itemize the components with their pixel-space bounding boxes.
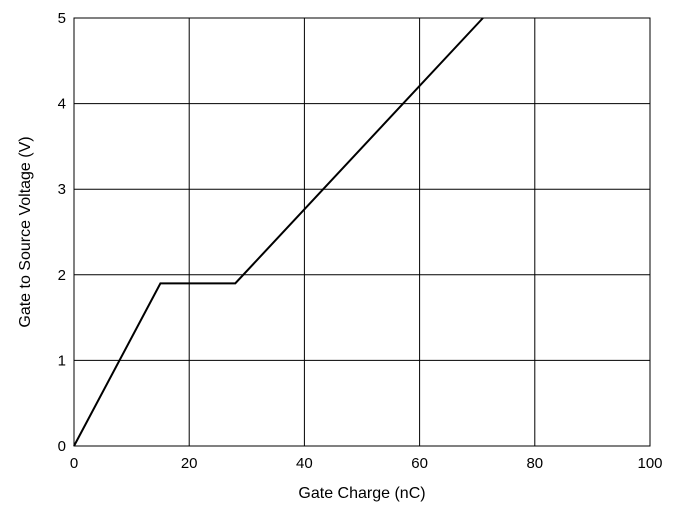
grid-lines xyxy=(73,17,651,447)
y-axis-label: Gate to Source Voltage (V) xyxy=(17,136,34,327)
series-line-1 xyxy=(73,17,484,447)
x-tick-label: 20 xyxy=(181,455,198,472)
y-tick-label: 1 xyxy=(58,352,66,369)
plot-frame xyxy=(73,17,651,447)
y-tick-label: 0 xyxy=(58,438,66,455)
y-tick-label: 2 xyxy=(58,267,66,284)
x-axis-label: Gate Charge (nC) xyxy=(298,485,425,502)
x-tick-label: 40 xyxy=(296,455,313,472)
x-tick-label: 0 xyxy=(70,455,78,472)
series-group xyxy=(73,17,484,447)
x-tick-label: 80 xyxy=(526,455,543,472)
x-tick-label: 60 xyxy=(411,455,428,472)
y-tick-label: 5 xyxy=(58,10,66,27)
x-tick-label: 100 xyxy=(637,455,662,472)
y-tick-labels: 0 1 2 3 4 5 xyxy=(58,10,66,455)
y-tick-label: 3 xyxy=(58,181,66,198)
y-tick-label: 4 xyxy=(58,96,66,113)
x-tick-labels: 0 20 40 60 80 100 xyxy=(70,455,663,472)
